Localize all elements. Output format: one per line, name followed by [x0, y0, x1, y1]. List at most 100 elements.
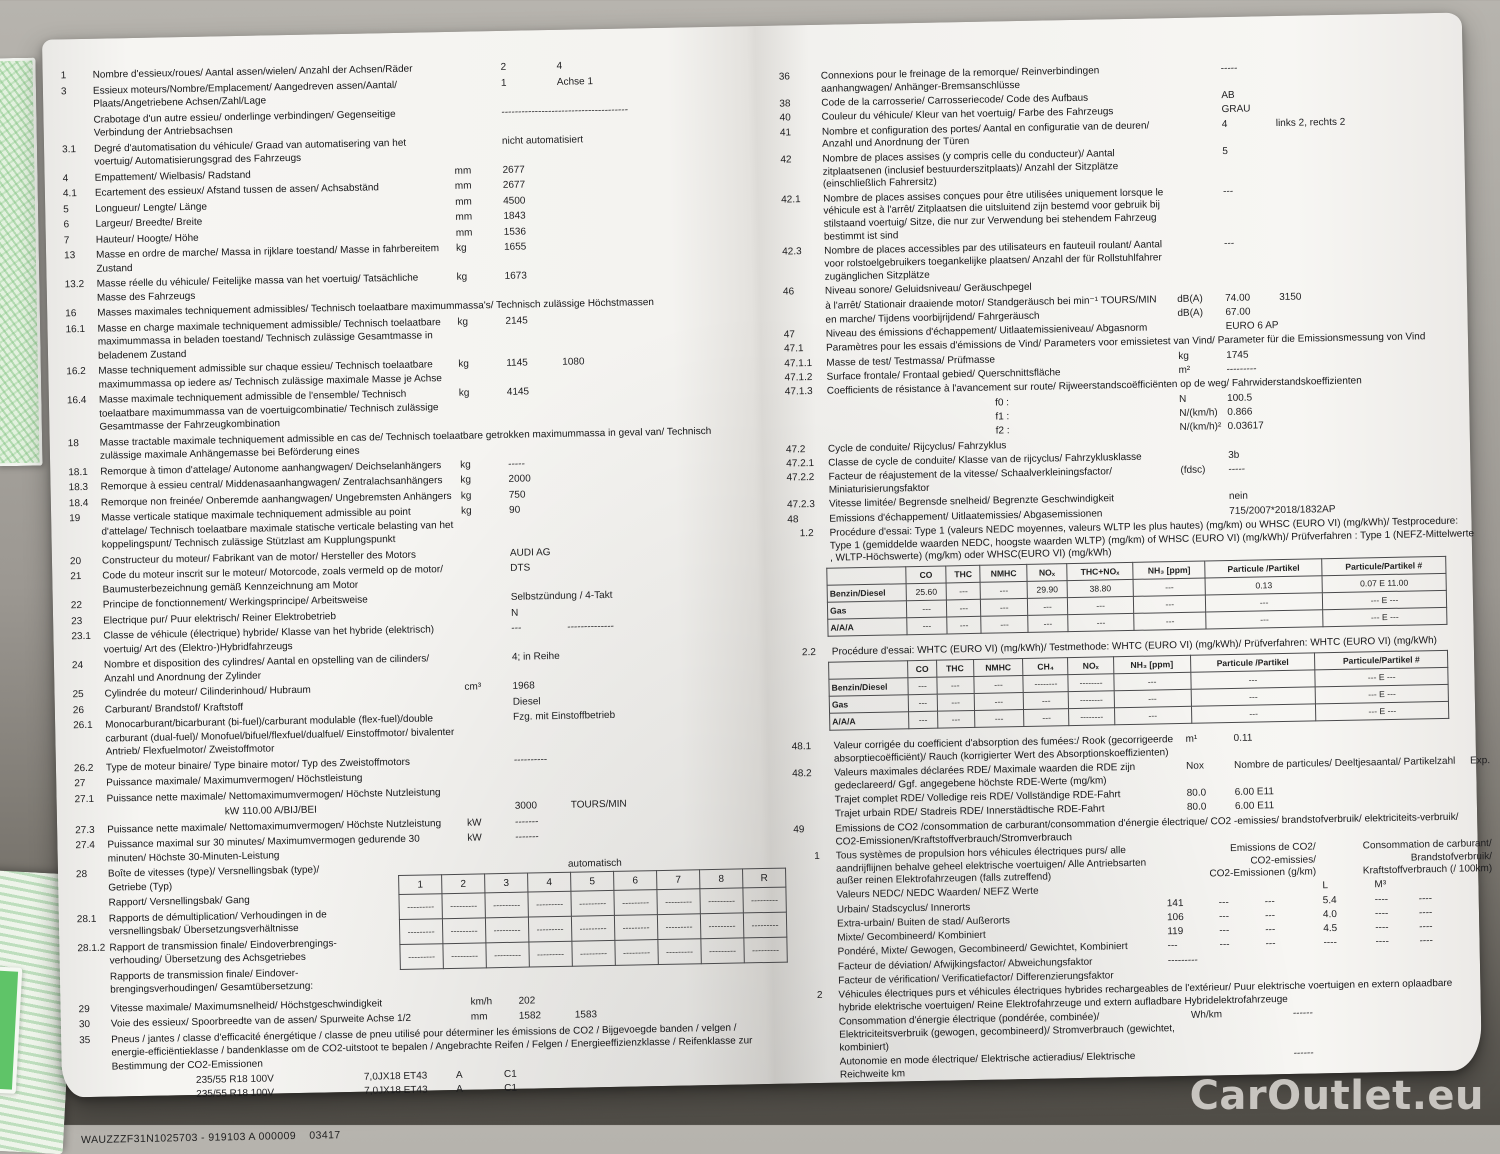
co2-value [1266, 952, 1324, 966]
emission-cell: --- [981, 615, 1029, 634]
item-unit: kg [455, 242, 467, 254]
item-number [786, 1057, 840, 1058]
item-number: 47 [783, 329, 796, 341]
gear-ratio-cell: --------- [700, 937, 745, 964]
item-number: 26 [72, 704, 85, 716]
gear-col-header: 5 [570, 871, 614, 892]
item-number: 47.1.2 [784, 372, 813, 384]
item-unit: kg [460, 459, 471, 471]
item-value: 1968 [512, 680, 535, 692]
gear-ratio-cell: --------- [442, 917, 486, 944]
left-rows-bottom: 29 Vitesse maximale/ Maximumsnelheid/ Höc… [72, 990, 761, 1075]
item-unit [465, 711, 513, 712]
co2-value: 141 [1166, 897, 1184, 909]
gear-col-header: 1 [398, 874, 442, 895]
gear-col-header: 2 [441, 873, 485, 894]
co2-value: 119 [1167, 926, 1184, 938]
item-value: 1582 [518, 1010, 542, 1022]
item-value: 2 [500, 61, 507, 73]
emission-cell: --- [1205, 609, 1323, 630]
item-value: 1745 [1226, 349, 1249, 361]
item-value: Fzg. mit Einstoffbetrieb [512, 709, 616, 723]
co2-consumption-block: 1 Tous systèmes de propulsion hors véhicu… [782, 838, 1495, 990]
emission-col-header: NOₓ [1068, 656, 1114, 675]
co2-value: 106 [1166, 911, 1184, 924]
item-number: 47.2.2 [786, 472, 815, 484]
item-number: 48.2 [792, 768, 812, 780]
item-number [771, 315, 825, 316]
gear-ratio-cell: --------- [442, 942, 487, 969]
item-label: Masse réelle du véhicule/ Feitelijke mas… [96, 272, 419, 304]
co2-value [1166, 883, 1218, 897]
item-unit [463, 591, 511, 592]
emission-cell: --- [980, 581, 1028, 600]
item-number: 2 [816, 990, 823, 1002]
item-label: Masse en charge maximale techniquement a… [97, 316, 441, 362]
emission-cell: --- [906, 617, 948, 635]
item-value: 4145 [506, 386, 530, 398]
item-number: 38 [779, 98, 791, 110]
item-value: 4; in Reihe [511, 650, 560, 663]
co2-value [1218, 882, 1264, 896]
item-label: Masse techniquement admissible sur chaqu… [98, 359, 442, 391]
emission-cell: Gas [827, 600, 907, 620]
emission-cell: --- [1067, 613, 1135, 632]
emission-cell: --- [908, 694, 938, 712]
item-label: Boîte de vitesses (type)/ Versnellingsba… [107, 864, 320, 894]
item-label: Nombre de places assises (y compris cell… [822, 147, 1119, 191]
item-value: 1 [500, 77, 507, 89]
emission-table-type1: CO THC NMHC NOₓ THC+NOₓ NH₃ [ppm] Particule /P… [826, 556, 1447, 637]
item-number: 30 [78, 1018, 91, 1031]
emission-cell: 38.80 [1067, 579, 1134, 598]
emission-cell: --- [1027, 614, 1069, 633]
emission-col-header: NMHC [973, 658, 1024, 677]
item-number [781, 795, 835, 796]
item-number: 3.1 [61, 143, 77, 155]
item-label: Puissance maximal sur 30 minutes/ Maximu… [107, 833, 420, 865]
co2-value [1420, 949, 1460, 963]
item-number: 13.2 [64, 278, 85, 291]
item-unit [1173, 63, 1221, 64]
co2-value: ---- [1419, 935, 1433, 947]
item-value: ----- [1220, 62, 1238, 75]
item-unit: kg [458, 358, 469, 370]
item-number [774, 429, 828, 430]
co2-value: --- [1167, 940, 1178, 952]
right-rows-rde: 48.1 Valeur corrigée du coefficient d'abs… [780, 728, 1492, 850]
item-value: 1655 [503, 241, 527, 253]
item-unit [465, 695, 513, 696]
item-value2: TOURS/MIN [570, 798, 627, 811]
co2-value: ---- [1418, 892, 1433, 905]
item-value2: -------------- [567, 620, 615, 633]
item-unit: N/(km/h) [1179, 407, 1218, 419]
item-number: 41 [779, 127, 792, 139]
item-value: 5 [1222, 145, 1229, 157]
item-label: Rapports de démultiplication/ Verhouding… [108, 908, 327, 938]
item-number: 5 [63, 203, 69, 215]
item-value: 750 [508, 489, 526, 501]
item-value: nicht automatisiert [501, 133, 584, 147]
item-value: --- [511, 622, 522, 634]
gear-ratio-cell: --------- [528, 941, 573, 968]
item-unit [1178, 321, 1226, 322]
emission-cell: --- [1113, 689, 1192, 708]
emission-cell: --- [946, 582, 981, 601]
emission-cell: --- [1023, 691, 1069, 710]
item-number: 4 [62, 172, 69, 184]
energy-class: A [455, 1069, 463, 1081]
item-value2: 1583 [574, 1009, 598, 1021]
item-number: 40 [779, 112, 791, 124]
item-number: 35 [79, 1034, 91, 1046]
item-number: 18.4 [68, 497, 89, 509]
item-unit: 80.0 [1186, 801, 1207, 814]
item-value: Diesel [512, 695, 541, 708]
item-label: Monocarburant/bicarburant (bi-fuel)/carb… [105, 713, 455, 758]
item-value: 1145 [506, 357, 528, 369]
emission-cell: --- [1133, 612, 1207, 631]
item-unit: mm [455, 196, 472, 208]
item-number: 23 [71, 615, 83, 627]
co2-value: ---- [1374, 907, 1389, 920]
item-label: Rapports de transmission finale/ Eindove… [109, 967, 314, 996]
co2-value: --- [1219, 939, 1230, 951]
item-unit: kg [1178, 350, 1189, 362]
